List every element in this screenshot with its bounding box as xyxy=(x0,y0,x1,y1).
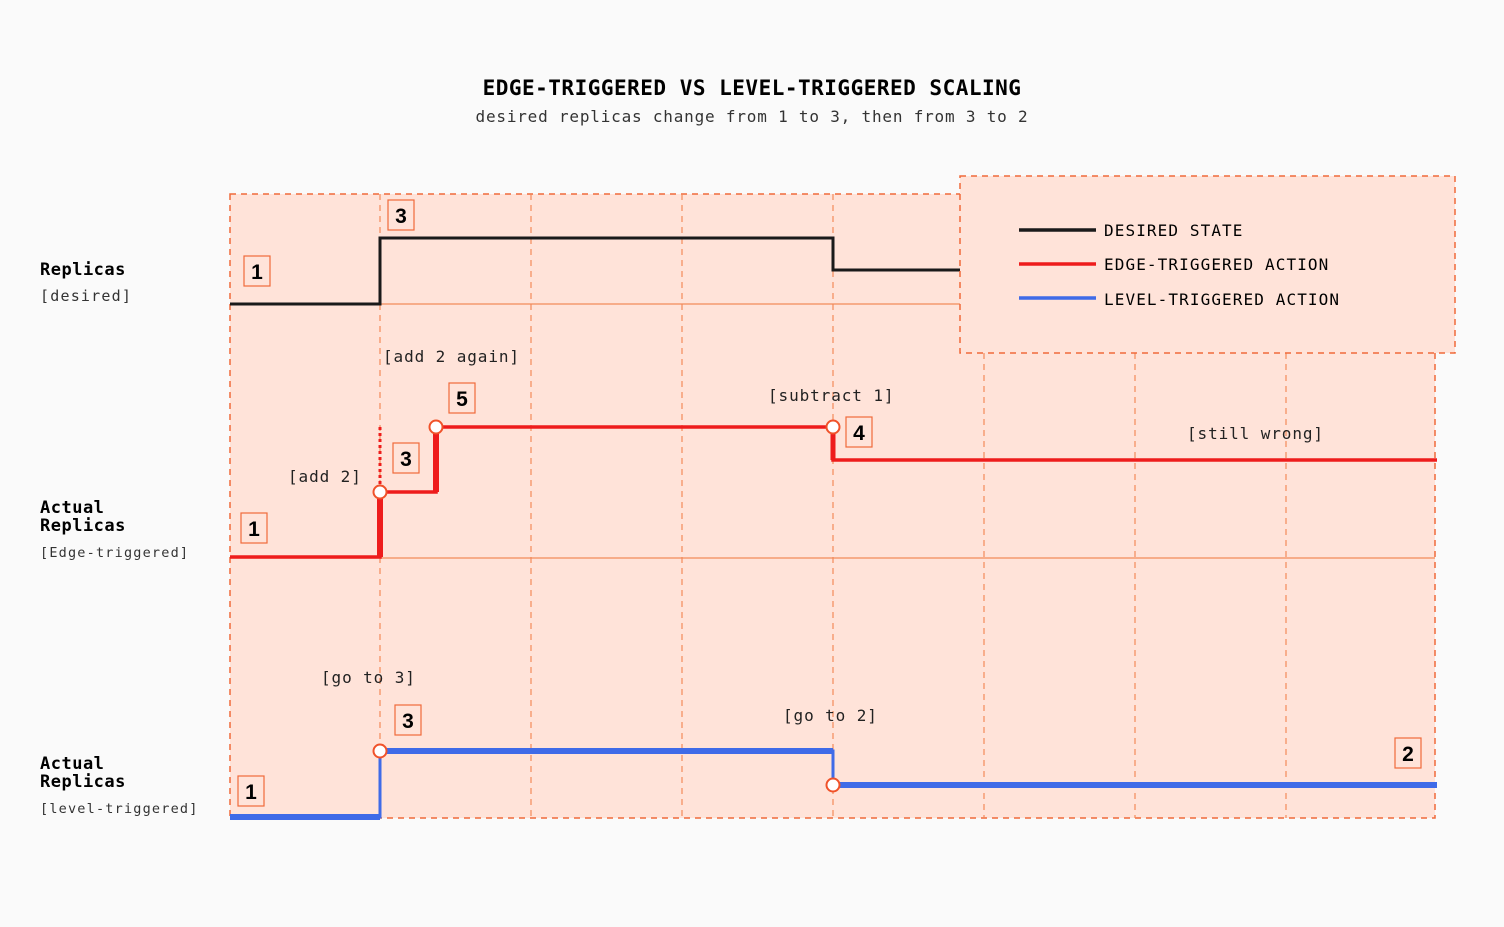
svg-text:1: 1 xyxy=(248,518,260,541)
legend-label-desired: DESIRED STATE xyxy=(1104,221,1244,240)
legend-label-level: LEVEL-TRIGGERED ACTION xyxy=(1104,290,1340,309)
marker-level-go3 xyxy=(372,743,388,759)
marker-edge-subtract1 xyxy=(825,419,841,435)
svg-text:3: 3 xyxy=(395,205,407,228)
level-row-sub: [level-triggered] xyxy=(40,801,199,817)
badge-level-final: 2 xyxy=(1394,737,1422,769)
svg-text:3: 3 xyxy=(402,710,414,733)
svg-text:4: 4 xyxy=(853,422,865,445)
badge-edge-high: 5 xyxy=(448,382,476,414)
edge-row-label-2: Replicas xyxy=(40,516,126,536)
svg-text:1: 1 xyxy=(251,261,263,284)
edge-row-sub: [Edge-triggered] xyxy=(40,545,189,561)
badge-desired-up: 3 xyxy=(387,199,415,231)
badge-edge-final: 4 xyxy=(845,416,873,448)
badge-level-start: 1 xyxy=(237,775,265,807)
diagram-subtitle: desired replicas change from 1 to 3, the… xyxy=(476,107,1029,126)
svg-text:2: 2 xyxy=(1402,743,1414,766)
annotation-subtract-1: [subtract 1] xyxy=(768,386,894,405)
badge-level-up: 3 xyxy=(394,704,422,736)
diagram-title: EDGE-TRIGGERED VS LEVEL-TRIGGERED SCALIN… xyxy=(483,76,1022,100)
legend-label-edge: EDGE-TRIGGERED ACTION xyxy=(1104,255,1329,274)
annotation-go-to-2: [go to 2] xyxy=(783,706,878,725)
svg-text:5: 5 xyxy=(456,388,468,411)
annotation-go-to-3: [go to 3] xyxy=(321,668,416,687)
event-markers xyxy=(372,419,841,793)
marker-edge-add2 xyxy=(372,484,388,500)
level-row-label-2: Replicas xyxy=(40,772,126,792)
annotation-add-2: [add 2] xyxy=(288,467,362,486)
badge-desired-start: 1 xyxy=(243,255,271,287)
badge-edge-mid: 3 xyxy=(392,442,420,474)
svg-text:1: 1 xyxy=(245,781,257,804)
legend: DESIRED STATE EDGE-TRIGGERED ACTION LEVE… xyxy=(959,175,1456,354)
marker-level-go2 xyxy=(825,777,841,793)
annotation-still-wrong: [still wrong] xyxy=(1187,424,1324,443)
desired-row-label: Replicas xyxy=(40,260,126,280)
badge-edge-start: 1 xyxy=(240,512,268,544)
desired-state-line xyxy=(230,236,960,306)
marker-edge-add2-again xyxy=(428,419,444,435)
edge-row-label-1: Actual xyxy=(40,498,104,518)
desired-row-sub: [desired] xyxy=(40,287,132,305)
annotation-add-2-again: [add 2 again] xyxy=(383,347,520,366)
svg-text:3: 3 xyxy=(400,448,412,471)
level-row-label-1: Actual xyxy=(40,754,104,774)
